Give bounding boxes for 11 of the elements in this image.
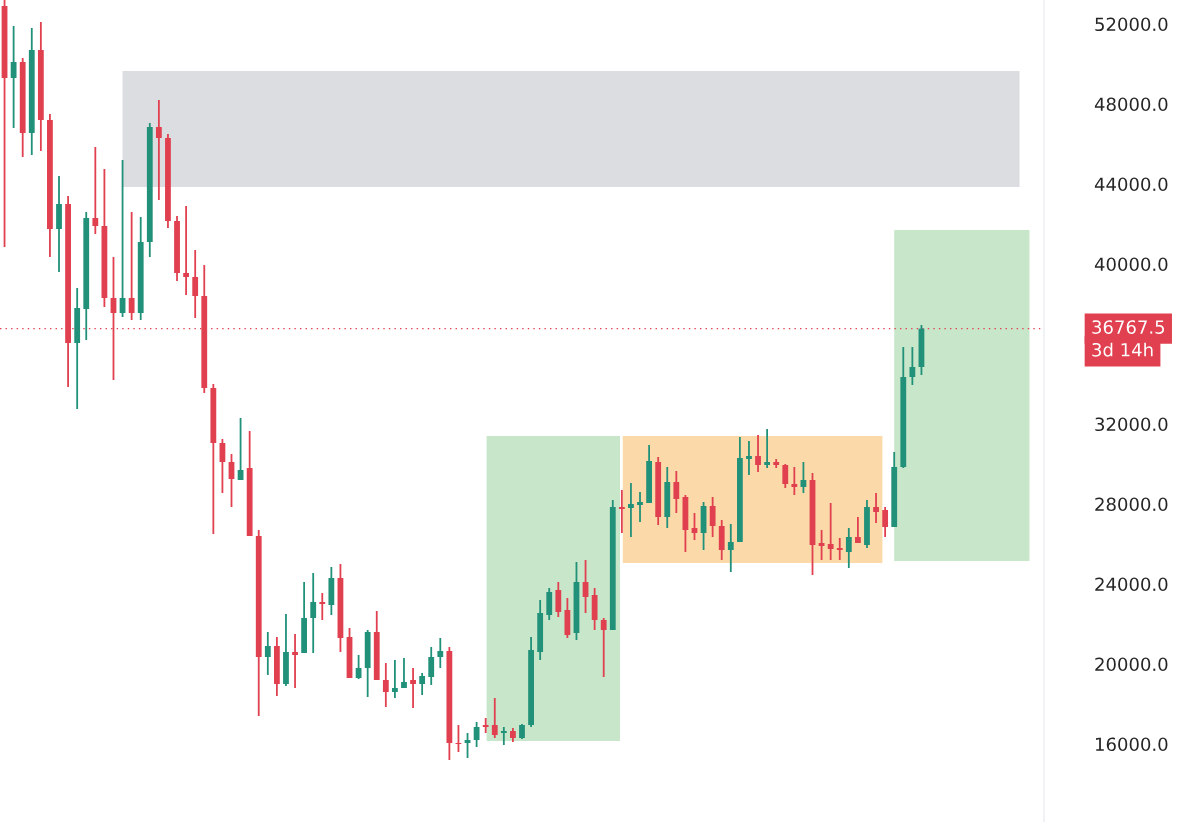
y-tick-label: 32000.0 [1095,417,1168,432]
text: 3d 14h [1092,342,1153,357]
ref-line-label: 36767.5 [1092,320,1165,334]
y-tick-label: 16000.0 [1095,737,1168,752]
y-tick-label: 48000.0 [1094,97,1168,112]
y-tick-label: 24000.0 [1095,577,1168,592]
y-tick-label: 28000.0 [1095,497,1168,512]
y-tick-label: 40000.0 [1094,257,1168,272]
y-tick-label: 20000.0 [1095,657,1168,672]
y-tick-label: 52000.0 [1095,17,1168,32]
y-tick-label: 44000.0 [1094,177,1168,192]
